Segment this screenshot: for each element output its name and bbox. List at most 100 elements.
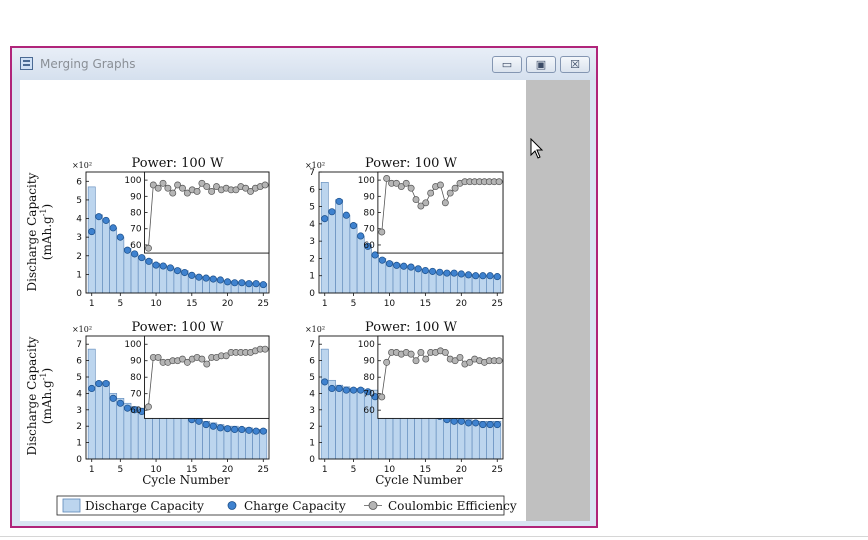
discharge-bar [342,214,351,294]
charge-point [385,260,393,268]
charge-point [414,265,422,273]
charge-point [166,264,174,272]
charge-point [493,421,501,429]
graph-page-canvas[interactable]: Discharge Capacity (mAh.g-1) Discharge C… [20,80,526,521]
ce-point [213,183,220,191]
x-tick-label: 10 [384,465,396,475]
x-tick-label: 15 [420,465,431,475]
discharge-bar [471,420,480,460]
charge-point [216,424,224,432]
x-tick-label: 25 [258,465,269,475]
ylabel-top: Discharge Capacity (mAh.g-1) [25,172,54,291]
charge-point [479,272,487,280]
y-multiplier-label: ×10² [305,325,325,334]
minimize-icon: ▭ [501,58,513,71]
charge-point [259,427,267,435]
charge-point [378,256,386,264]
inset-y-tick-label: 70 [130,225,142,235]
y-tick-label: 6 [76,177,82,187]
y-tick-label: 3 [76,406,82,416]
y-tick-label: 4 [76,389,82,399]
panel-title: Power: 100 W [132,156,225,171]
ce-point [378,393,386,401]
y-tick-label: 5 [309,203,315,213]
inset-y-tick-label: 60 [130,406,142,416]
discharge-bar [371,254,379,294]
legend-charge-marker [227,501,237,510]
y-tick-label: 1 [309,439,315,449]
charge-point [342,386,350,394]
discharge-bar [116,398,125,460]
charge-point [472,272,480,280]
ylabel-top-line1: Discharge Capacity [25,172,39,291]
charge-point [231,425,239,434]
ce-point [261,345,269,353]
discharge-bar [414,268,423,294]
charge-point [486,421,494,429]
ylabel-top-line2: (mAh.g-1) [39,204,54,260]
panel-title: Power: 100 W [365,156,458,171]
x-tick-label: 10 [150,299,162,309]
discharge-bar [102,381,110,460]
legend-ce-marker [368,501,378,510]
discharge-bar [363,244,372,294]
charge-point [216,276,224,284]
figure-legend: Discharge Capacity Charge Capacity Coulo… [56,495,517,516]
discharge-bar [130,253,139,294]
discharge-bar [349,388,358,460]
charge-point [116,399,124,407]
inset-y-tick-label: 80 [363,209,375,219]
y-tick-label: 1 [76,439,82,449]
charge-point [202,274,210,282]
x-tick-label: 15 [186,465,197,475]
ce-point [203,183,211,191]
inset-y-tick-label: 80 [130,209,142,219]
ce-point [456,353,464,361]
inset-y-tick-label: 100 [358,340,375,350]
ylabel-bottom-line2: (mAh.g-1) [39,368,54,424]
y-tick-label: 0 [76,455,82,465]
charge-point [464,419,473,427]
discharge-bar [435,414,444,460]
charge-point [159,262,167,270]
ylabel-bottom: Discharge Capacity (mAh.g-1) [25,336,54,455]
charge-point [400,262,408,270]
charge-point [335,197,343,205]
y-tick-label: 2 [76,252,82,262]
charge-point [335,384,343,393]
charge-point [145,257,153,265]
panel-title: Power: 100 W [365,320,458,335]
discharge-bar [428,271,437,294]
desktop-bottom-edge [0,536,868,537]
y-tick-label: 7 [309,168,315,178]
ce-point [417,202,425,210]
ce-point [407,350,415,358]
ce-point [441,349,449,356]
discharge-bar [443,417,451,460]
x-tick-label: 1 [89,465,95,475]
charge-point [152,261,160,269]
discharge-bar [109,227,118,294]
panel-title: Power: 100 W [132,320,225,335]
x-tick-label: 1 [89,299,95,309]
charge-point [88,228,96,236]
discharge-bar [123,248,132,294]
discharge-bar [335,199,344,294]
x-tick-label: 25 [258,299,269,309]
charge-point [95,213,103,221]
ce-point [154,353,162,361]
ce-point [495,357,503,365]
inset-y-tick-label: 100 [124,340,141,350]
charge-point [209,422,217,430]
window-titlebar[interactable]: Merging Graphs ▭ ▣ ☒ [12,48,596,80]
restore-button[interactable]: ▣ [526,56,556,73]
close-button[interactable]: ☒ [560,56,590,73]
charge-point [252,427,260,435]
ce-point [144,244,152,252]
minimize-button[interactable]: ▭ [492,56,522,73]
discharge-bar [349,223,358,294]
discharge-bar [94,381,103,460]
ce-point [159,179,167,187]
inset-y-tick-label: 60 [363,241,375,251]
